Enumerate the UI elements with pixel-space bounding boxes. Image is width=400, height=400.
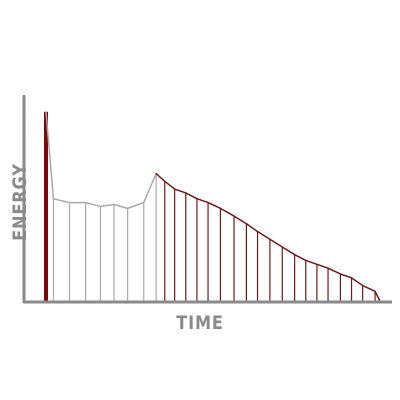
curve-segment-gray	[84, 201, 102, 208]
curve-segment-red	[293, 253, 307, 262]
axes	[22, 95, 392, 304]
curve-segment-red	[316, 263, 329, 269]
curve-segment-red	[207, 201, 222, 210]
curve-segment-red	[327, 267, 342, 275]
curve-segment-red	[164, 180, 176, 190]
curve-segment-gray	[52, 197, 71, 204]
curve-segment-red	[245, 223, 259, 233]
curve-segment-red	[281, 246, 296, 256]
curve-segment-red	[361, 284, 376, 293]
curve-segment-red	[173, 188, 187, 194]
curve-segment-red	[269, 238, 284, 248]
curve-segment-red	[155, 172, 166, 183]
curve-segment-red	[196, 197, 209, 204]
x-axis-label: TIME	[176, 312, 224, 334]
curve-segment-gray	[45, 111, 55, 200]
curve	[45, 111, 381, 302]
curve-segment-red	[339, 273, 353, 279]
curve-segment-gray	[113, 203, 129, 210]
curve-segment-red	[233, 215, 248, 225]
curve-segment-gray	[99, 203, 115, 208]
drop-lines	[44, 111, 376, 301]
curve-segment-red	[305, 259, 318, 266]
curve-segment-red	[350, 277, 364, 287]
y-axis-label: ENERGY	[9, 163, 31, 241]
curve-segment-red	[374, 290, 381, 302]
curve-segment-red	[185, 192, 198, 200]
curve-segment-gray	[126, 201, 145, 210]
curve-segment-red	[256, 230, 271, 240]
curve-segment-gray	[142, 172, 157, 204]
curve-segment-red	[219, 207, 235, 217]
